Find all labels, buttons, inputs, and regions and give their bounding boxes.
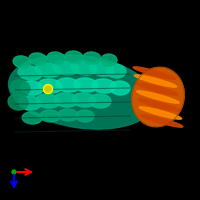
Ellipse shape (35, 63, 61, 77)
Ellipse shape (89, 94, 111, 108)
Ellipse shape (21, 81, 43, 95)
Ellipse shape (134, 75, 177, 87)
Ellipse shape (132, 67, 184, 127)
Ellipse shape (54, 93, 78, 107)
Ellipse shape (13, 56, 31, 68)
Ellipse shape (53, 61, 79, 75)
Ellipse shape (38, 79, 62, 93)
Circle shape (12, 170, 16, 174)
Ellipse shape (29, 53, 47, 65)
Ellipse shape (74, 78, 98, 92)
Ellipse shape (83, 52, 101, 64)
Ellipse shape (133, 67, 176, 79)
Ellipse shape (47, 52, 65, 64)
Ellipse shape (90, 62, 114, 76)
Ellipse shape (10, 80, 30, 96)
Ellipse shape (56, 78, 80, 92)
Ellipse shape (136, 83, 178, 95)
Ellipse shape (72, 93, 96, 107)
Ellipse shape (40, 110, 60, 122)
Ellipse shape (71, 61, 97, 75)
Ellipse shape (9, 55, 155, 129)
Ellipse shape (65, 51, 83, 63)
Ellipse shape (101, 54, 117, 66)
Circle shape (44, 84, 52, 94)
Ellipse shape (138, 99, 180, 111)
Ellipse shape (137, 91, 179, 103)
Ellipse shape (110, 81, 130, 95)
Ellipse shape (92, 79, 116, 93)
Ellipse shape (76, 110, 94, 122)
Ellipse shape (22, 112, 42, 124)
Ellipse shape (140, 115, 183, 127)
Ellipse shape (36, 94, 60, 108)
Ellipse shape (58, 109, 78, 121)
Ellipse shape (18, 66, 42, 80)
Ellipse shape (19, 96, 41, 110)
Ellipse shape (139, 107, 182, 119)
Ellipse shape (8, 94, 28, 110)
Ellipse shape (106, 64, 126, 78)
